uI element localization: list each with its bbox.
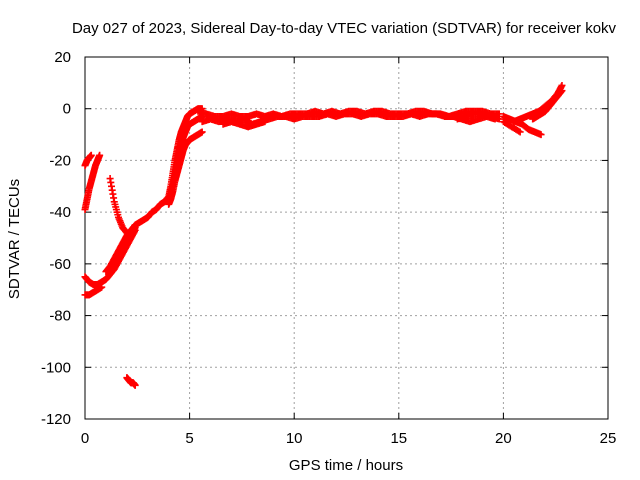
y-axis-label: SDTVAR / TECUs: [6, 179, 23, 299]
axis-ticks: 0 5 10 15 20 25 20 0 -20 -40 -60 -80 -100 -120: [41, 49, 616, 447]
plot-frame: [84, 56, 609, 420]
data-point-marker: [516, 128, 524, 136]
chart-title: Day 027 of 2023, Sidereal Day-to-day VTE…: [72, 20, 617, 37]
data-point-marker: [495, 115, 503, 123]
y-tick-label: -20: [49, 152, 71, 169]
y-tick-label: -40: [49, 204, 71, 221]
y-tick-label: -60: [49, 256, 71, 273]
data-point-marker: [515, 127, 523, 135]
data-point-marker: [537, 131, 545, 139]
data-point-marker: [98, 283, 106, 291]
x-axis-label: GPS time / hours: [289, 457, 403, 474]
x-tick-label: 5: [185, 430, 193, 447]
x-tick-label: 25: [600, 430, 617, 447]
data-point-marker: [198, 128, 206, 136]
data-point-marker: [96, 151, 104, 159]
y-tick-label: -80: [49, 308, 71, 325]
data-point-marker: [558, 87, 566, 95]
x-tick-label: 20: [495, 430, 512, 447]
x-tick-label: 0: [81, 430, 89, 447]
y-tick-label: 0: [63, 101, 71, 118]
data-point-marker: [131, 381, 139, 389]
x-tick-label: 15: [390, 430, 407, 447]
data-points: [81, 81, 566, 389]
data-point-marker: [261, 118, 269, 126]
y-tick-label: -100: [41, 359, 71, 376]
data-point-marker: [87, 151, 95, 159]
y-tick-label: 20: [54, 49, 71, 66]
y-tick-label: -120: [41, 411, 71, 428]
x-tick-label: 10: [286, 430, 303, 447]
